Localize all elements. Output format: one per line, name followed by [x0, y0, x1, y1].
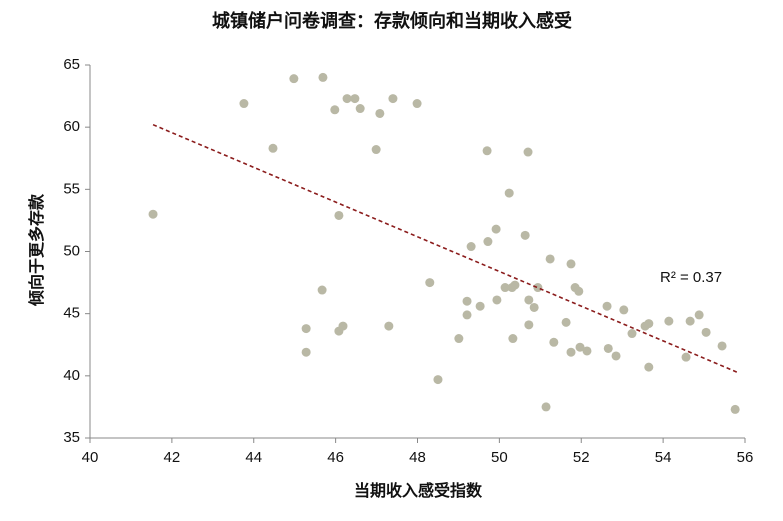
y-tick-label: 45: [63, 305, 80, 322]
point: [520, 230, 530, 240]
point: [317, 285, 327, 295]
point: [301, 347, 311, 357]
point: [566, 259, 576, 269]
point: [268, 143, 278, 153]
y-tick-label: 65: [63, 56, 80, 73]
point: [694, 310, 704, 320]
point: [566, 347, 576, 357]
point: [644, 319, 654, 329]
point: [524, 295, 534, 305]
point: [355, 104, 365, 114]
point: [549, 337, 559, 347]
point: [701, 327, 711, 337]
point: [602, 301, 612, 311]
point: [338, 321, 348, 331]
point: [611, 351, 621, 361]
x-tick-label: 46: [327, 449, 344, 466]
point: [466, 242, 476, 252]
x-tick-label: 52: [573, 449, 590, 466]
point: [582, 346, 592, 356]
point: [575, 342, 585, 352]
point: [491, 224, 501, 234]
point: [342, 94, 352, 104]
point: [603, 343, 613, 353]
y-axis-label: 倾向于更多存款: [27, 193, 46, 307]
chart-title: 城镇储户问卷调查：存款倾向和当期收入感受: [212, 10, 572, 31]
point: [523, 147, 533, 157]
point: [388, 94, 398, 104]
x-tick-label: 44: [245, 449, 262, 466]
point: [482, 146, 492, 156]
point: [371, 145, 381, 155]
point: [685, 316, 695, 326]
point: [412, 99, 422, 109]
y-tick-label: 50: [63, 242, 80, 259]
point: [504, 188, 514, 198]
point: [330, 105, 340, 115]
point: [350, 94, 360, 104]
point: [574, 286, 584, 296]
x-tick-label: 42: [164, 449, 181, 466]
point: [475, 301, 485, 311]
r-squared-label: R² = 0.37: [660, 269, 722, 286]
point: [492, 295, 502, 305]
point: [318, 72, 328, 82]
point: [681, 352, 691, 362]
point: [619, 305, 629, 315]
point: [730, 404, 740, 414]
x-tick-label: 48: [409, 449, 426, 466]
point: [148, 209, 158, 219]
point: [462, 296, 472, 306]
point: [545, 254, 555, 264]
point: [510, 280, 520, 290]
x-tick-label: 56: [737, 449, 754, 466]
x-tick-label: 54: [655, 449, 672, 466]
point: [375, 108, 385, 118]
x-tick-label: 40: [82, 449, 99, 466]
y-tick-label: 35: [63, 429, 80, 446]
point: [425, 278, 435, 288]
point: [529, 302, 539, 312]
point: [644, 362, 654, 372]
point: [462, 310, 472, 320]
point: [627, 329, 637, 339]
y-tick-label: 55: [63, 180, 80, 197]
point: [433, 375, 443, 385]
point: [454, 334, 464, 344]
x-tick-label: 50: [491, 449, 508, 466]
point: [524, 320, 534, 330]
point: [483, 237, 493, 247]
point: [334, 210, 344, 220]
point: [289, 74, 299, 84]
point: [239, 99, 249, 109]
point: [717, 341, 727, 351]
point: [508, 334, 518, 344]
point: [664, 316, 674, 326]
point: [500, 283, 510, 293]
point: [384, 321, 394, 331]
point: [301, 324, 311, 334]
point: [561, 317, 571, 327]
point: [533, 283, 543, 293]
x-axis-label: 当期收入感受指数: [354, 481, 483, 500]
y-tick-label: 40: [63, 367, 80, 384]
y-tick-label: 60: [63, 118, 80, 135]
trendline: [152, 123, 738, 373]
point: [541, 402, 551, 412]
